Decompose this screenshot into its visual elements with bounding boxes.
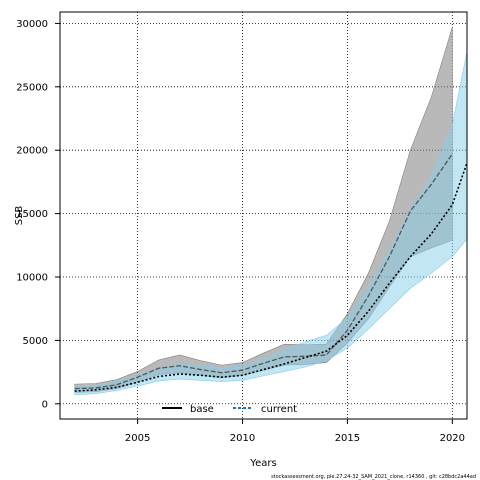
footer-text: stockassessment.org, ple.27.24-32_SAM_20… [271,474,476,480]
y-tick-label: 0 [42,399,48,410]
confidence-bands [74,27,468,396]
y-axis-label: SSB [14,206,25,226]
y-tick-label: 5000 [23,336,48,347]
x-tick-label: 2005 [125,433,150,444]
x-axis-label: Years [249,458,276,469]
x-tick-label: 2010 [230,433,255,444]
y-tick-label: 10000 [16,272,48,283]
x-tick-label: 2015 [335,433,360,444]
y-axis-ticks: 0 5000 10000 15000 20000 25000 30000 [16,19,60,410]
band-base [74,27,453,393]
y-tick-label: 30000 [16,19,48,30]
y-tick-label: 15000 [16,209,48,220]
plot-frame [59,11,468,420]
legend-label-current: current [261,404,297,415]
x-tick-label: 2020 [440,433,465,444]
band-current [74,51,468,396]
x-axis-ticks: 2005 2010 2015 2020 [125,419,465,444]
y-tick-label: 25000 [16,82,48,93]
y-tick-label: 20000 [16,146,48,157]
series-lines [74,153,468,392]
legend: base current [162,404,297,415]
legend-label-base: base [190,404,214,415]
line-base [74,153,453,390]
